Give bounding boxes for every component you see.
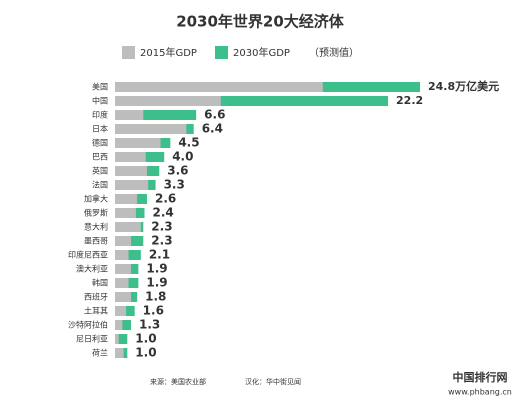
data-label: 2.4 [153,206,174,220]
bar [115,292,131,302]
bar [115,96,389,106]
y-tick-label: 土耳其 [84,306,108,316]
bar [115,348,124,358]
bar [115,110,197,120]
data-label: 1.3 [139,318,160,332]
y-tick-label: 印度尼西亚 [68,250,108,260]
data-label: 6.4 [202,122,223,136]
bar [115,278,129,288]
y-tick-label: 墨西哥 [84,237,108,246]
y-tick-label: 韩国 [92,278,108,288]
bar [115,208,136,218]
bar [115,334,119,344]
data-label: 2.3 [151,234,172,248]
bar [115,320,123,330]
data-label: 2.3 [151,220,172,234]
data-label: 1.0 [135,346,156,360]
credit: 汉化：华中街见闻 [245,377,301,386]
y-tick-label: 尼日利亚 [76,334,108,344]
y-tick-label: 俄罗斯 [84,208,108,218]
y-tick-label: 美国 [92,82,108,92]
bar [115,250,129,260]
note: （预测值） [309,46,359,59]
data-label: 3.3 [164,178,185,192]
bar [115,124,187,134]
bar [115,152,146,162]
y-tick-label: 西班牙 [84,292,108,302]
data-label: 6.6 [204,108,225,122]
y-tick-label: 法国 [92,180,108,190]
bar [115,194,138,204]
y-tick-label: 日本 [92,124,108,134]
y-tick-label: 印度 [92,110,108,120]
bar [115,236,131,246]
data-label: 2.1 [149,248,170,262]
watermark-url: www.phbang.cn [448,388,512,397]
y-tick-label: 德国 [92,138,108,148]
data-label: 1.8 [145,290,166,304]
bar [115,138,161,148]
data-label: 2.6 [155,192,176,206]
chart-title: 2030年世界20大经济体 [176,13,345,31]
bar [115,96,221,106]
data-label: 1.0 [135,332,156,346]
data-label: 1.9 [146,262,167,276]
y-tick-label: 加拿大 [84,194,108,204]
bar [115,222,141,232]
y-tick-label: 沙特阿拉伯 [68,320,108,330]
y-tick-label: 意大利 [84,222,108,232]
bar [115,82,323,92]
legend-label: 2015年GDP [140,46,197,59]
data-label: 1.6 [143,304,164,318]
bar [115,320,131,330]
data-label: 22.2 [396,94,423,107]
bar [115,334,128,344]
bar [115,264,131,274]
bar [115,166,147,176]
bar [115,180,149,190]
legend-label: 2030年GDP [233,46,290,59]
legend-swatch [122,46,135,59]
watermark: 中国排行网 [453,370,508,384]
y-tick-label: 巴西 [92,153,108,162]
data-label: 4.5 [178,136,199,150]
y-tick-label: 中国 [92,96,108,106]
data-label: 3.6 [167,164,188,178]
data-label: 24.8万亿美元 [428,79,499,93]
source: 来源：美国农业部 [150,377,206,386]
data-label: 4.0 [172,150,193,164]
legend-swatch [215,46,228,59]
data-label: 1.9 [146,276,167,290]
y-tick-label: 英国 [92,166,108,176]
bar [115,110,144,120]
bar [115,306,127,316]
y-tick-label: 澳大利亚 [76,264,108,274]
y-tick-label: 荷兰 [92,348,108,358]
